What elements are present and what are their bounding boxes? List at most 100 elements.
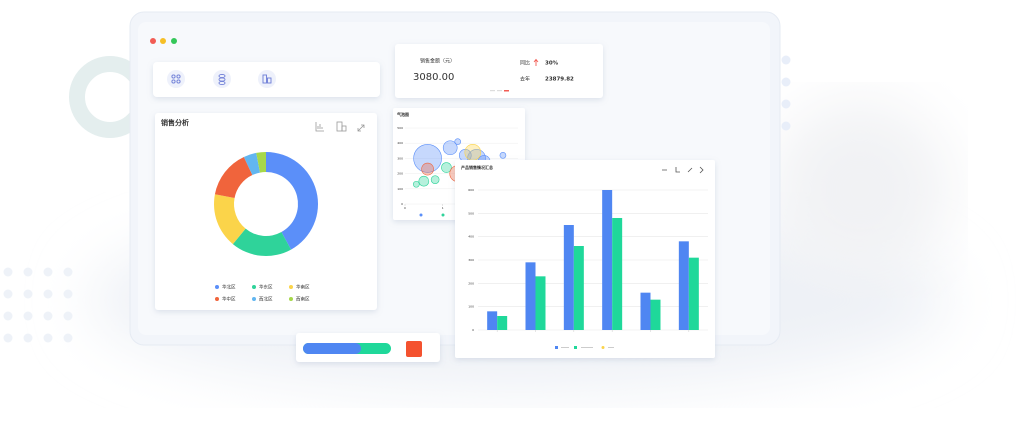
bar-legend [555,346,614,349]
dot [781,77,791,87]
dot [23,289,33,299]
card-title: 销售分析 [160,118,189,127]
dot [3,289,13,299]
dot [3,267,13,277]
bubble [442,140,458,156]
bar [487,311,498,330]
bar [650,299,661,330]
donut-slice [266,152,318,250]
bar [612,218,623,330]
card-title: 气泡图 [396,111,409,117]
kpi-card [395,44,603,98]
bubble [421,162,434,176]
last-year-label: 去年 [520,76,530,83]
y-tick-label: 200 [397,172,403,176]
legend-label: 西南区 [296,296,310,303]
bar [640,292,651,330]
legend-label: 华中区 [222,296,236,303]
bar [563,225,574,330]
card-tools[interactable] [662,166,704,174]
bar [688,257,699,330]
y-tick-label: 400 [468,235,474,239]
y-tick-label: 100 [468,305,474,309]
pager [490,90,509,92]
sales-card [155,113,377,310]
card-tools[interactable] [315,121,365,132]
y-tick-label: 0 [401,202,403,206]
y-tick-label: 100 [397,187,403,191]
icon[interactable] [213,70,231,88]
legend-marker [289,285,293,289]
dot-grid [3,55,791,343]
bubble [454,138,462,145]
dot [781,55,791,65]
bar [573,246,584,330]
last-year-value: 23879.82 [545,77,574,83]
y-tick-label: 300 [468,258,474,262]
bubble [413,144,442,173]
kpi-value: 3080.00 [413,72,454,83]
min-dot [160,38,166,44]
donut-slice [243,152,261,176]
color-swatch[interactable] [406,341,422,357]
bar [525,262,536,330]
dot [63,333,73,343]
legend-marker [289,297,293,301]
dot [43,311,53,321]
icon[interactable] [258,70,276,88]
donut-slice [214,156,253,199]
y-tick-label: 500 [468,211,474,215]
donut-slice [232,228,292,256]
dot [63,267,73,277]
legend-marker [215,285,219,289]
dot [63,311,73,321]
bubble [430,175,440,184]
bubble [464,144,482,161]
bar [535,276,546,330]
legend-label: 华东区 [259,284,273,291]
bubble [441,162,452,173]
legend-marker [252,285,256,289]
legend-marker [441,213,445,217]
bubble [418,175,430,187]
close-dot [150,38,156,44]
legend-label: 华南区 [296,284,310,291]
y-tick-label: 0 [472,328,474,332]
max-dot [171,38,177,44]
x-tick-label: 1 [442,206,444,210]
legend-label: 华北区 [222,284,236,291]
icon[interactable] [167,70,185,88]
dot [3,333,13,343]
y-tick-label: 500 [397,126,403,130]
y-tick-label: 300 [397,156,403,160]
dot [43,267,53,277]
bubble [412,180,420,188]
dot [23,311,33,321]
dot [781,121,791,131]
bar [497,316,508,330]
y-tick-label: 200 [468,281,474,285]
legend-marker [215,297,219,301]
yoy-value: 30% [545,61,559,67]
dot [23,333,33,343]
bar [602,190,613,330]
up-arrow [533,58,539,66]
card-title: 产品销售情况汇总 [461,164,493,170]
dot [3,311,13,321]
legend-label: 西北区 [259,296,273,303]
kpi-label: 销售金额（元） [420,58,455,65]
x-tick-label: 0 [404,206,406,210]
dot [43,289,53,299]
bar [678,241,689,330]
decor [770,100,950,280]
progress-fill [303,343,361,354]
yoy-label: 同比 [520,60,530,67]
dot [23,267,33,277]
dot [43,333,53,343]
dot [63,289,73,299]
legend-marker [252,297,256,301]
donut-slice [214,194,246,245]
y-tick-label: 600 [468,188,474,192]
